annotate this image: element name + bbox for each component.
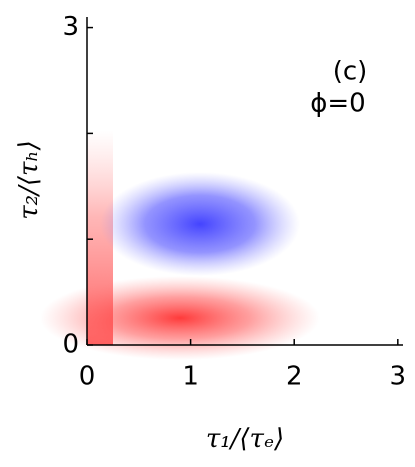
y-axis-label: τ₂/⟨τₕ⟩ bbox=[14, 140, 44, 220]
x-tick-label: 1 bbox=[182, 362, 199, 392]
x-tick-label: 2 bbox=[286, 362, 303, 392]
density-map bbox=[40, 130, 320, 360]
panel-label: (c) bbox=[333, 57, 368, 87]
x-tick-label: 3 bbox=[390, 362, 407, 392]
blue-region bbox=[100, 172, 300, 276]
x-tick-label: 0 bbox=[79, 362, 96, 392]
x-axis-label: τ₁/⟨τₑ⟩ bbox=[206, 424, 284, 454]
red-region bbox=[40, 276, 320, 360]
y-tick-label: 3 bbox=[62, 12, 79, 42]
y-tick-label: 0 bbox=[62, 330, 79, 360]
annotation: ϕ=0 bbox=[310, 89, 365, 119]
